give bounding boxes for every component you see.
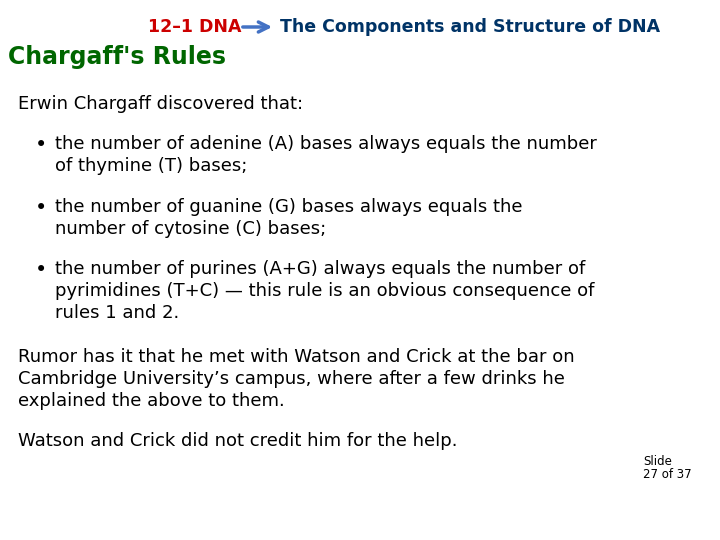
Text: Slide: Slide	[643, 455, 672, 468]
Text: Watson and Crick did not credit him for the help.: Watson and Crick did not credit him for …	[18, 432, 457, 450]
Text: number of cytosine (C) bases;: number of cytosine (C) bases;	[55, 220, 326, 238]
Text: Cambridge University’s campus, where after a few drinks he: Cambridge University’s campus, where aft…	[18, 370, 565, 388]
Text: Chargaff's Rules: Chargaff's Rules	[8, 45, 226, 69]
Text: pyrimidines (T+C) — this rule is an obvious consequence of: pyrimidines (T+C) — this rule is an obvi…	[55, 282, 595, 300]
Text: 27 of 37: 27 of 37	[643, 468, 692, 481]
Text: the number of guanine (G) bases always equals the: the number of guanine (G) bases always e…	[55, 198, 523, 216]
Text: rules 1 and 2.: rules 1 and 2.	[55, 304, 179, 322]
Text: of thymine (T) bases;: of thymine (T) bases;	[55, 157, 248, 175]
Text: •: •	[35, 135, 48, 155]
Text: Erwin Chargaff discovered that:: Erwin Chargaff discovered that:	[18, 95, 303, 113]
Text: The Components and Structure of DNA: The Components and Structure of DNA	[280, 18, 660, 36]
Text: 12–1 DNA: 12–1 DNA	[148, 18, 242, 36]
Text: •: •	[35, 260, 48, 280]
Text: •: •	[35, 198, 48, 218]
Text: Rumor has it that he met with Watson and Crick at the bar on: Rumor has it that he met with Watson and…	[18, 348, 575, 366]
Text: the number of adenine (A) bases always equals the number: the number of adenine (A) bases always e…	[55, 135, 597, 153]
Text: the number of purines (A+G) always equals the number of: the number of purines (A+G) always equal…	[55, 260, 585, 278]
Text: explained the above to them.: explained the above to them.	[18, 392, 284, 410]
